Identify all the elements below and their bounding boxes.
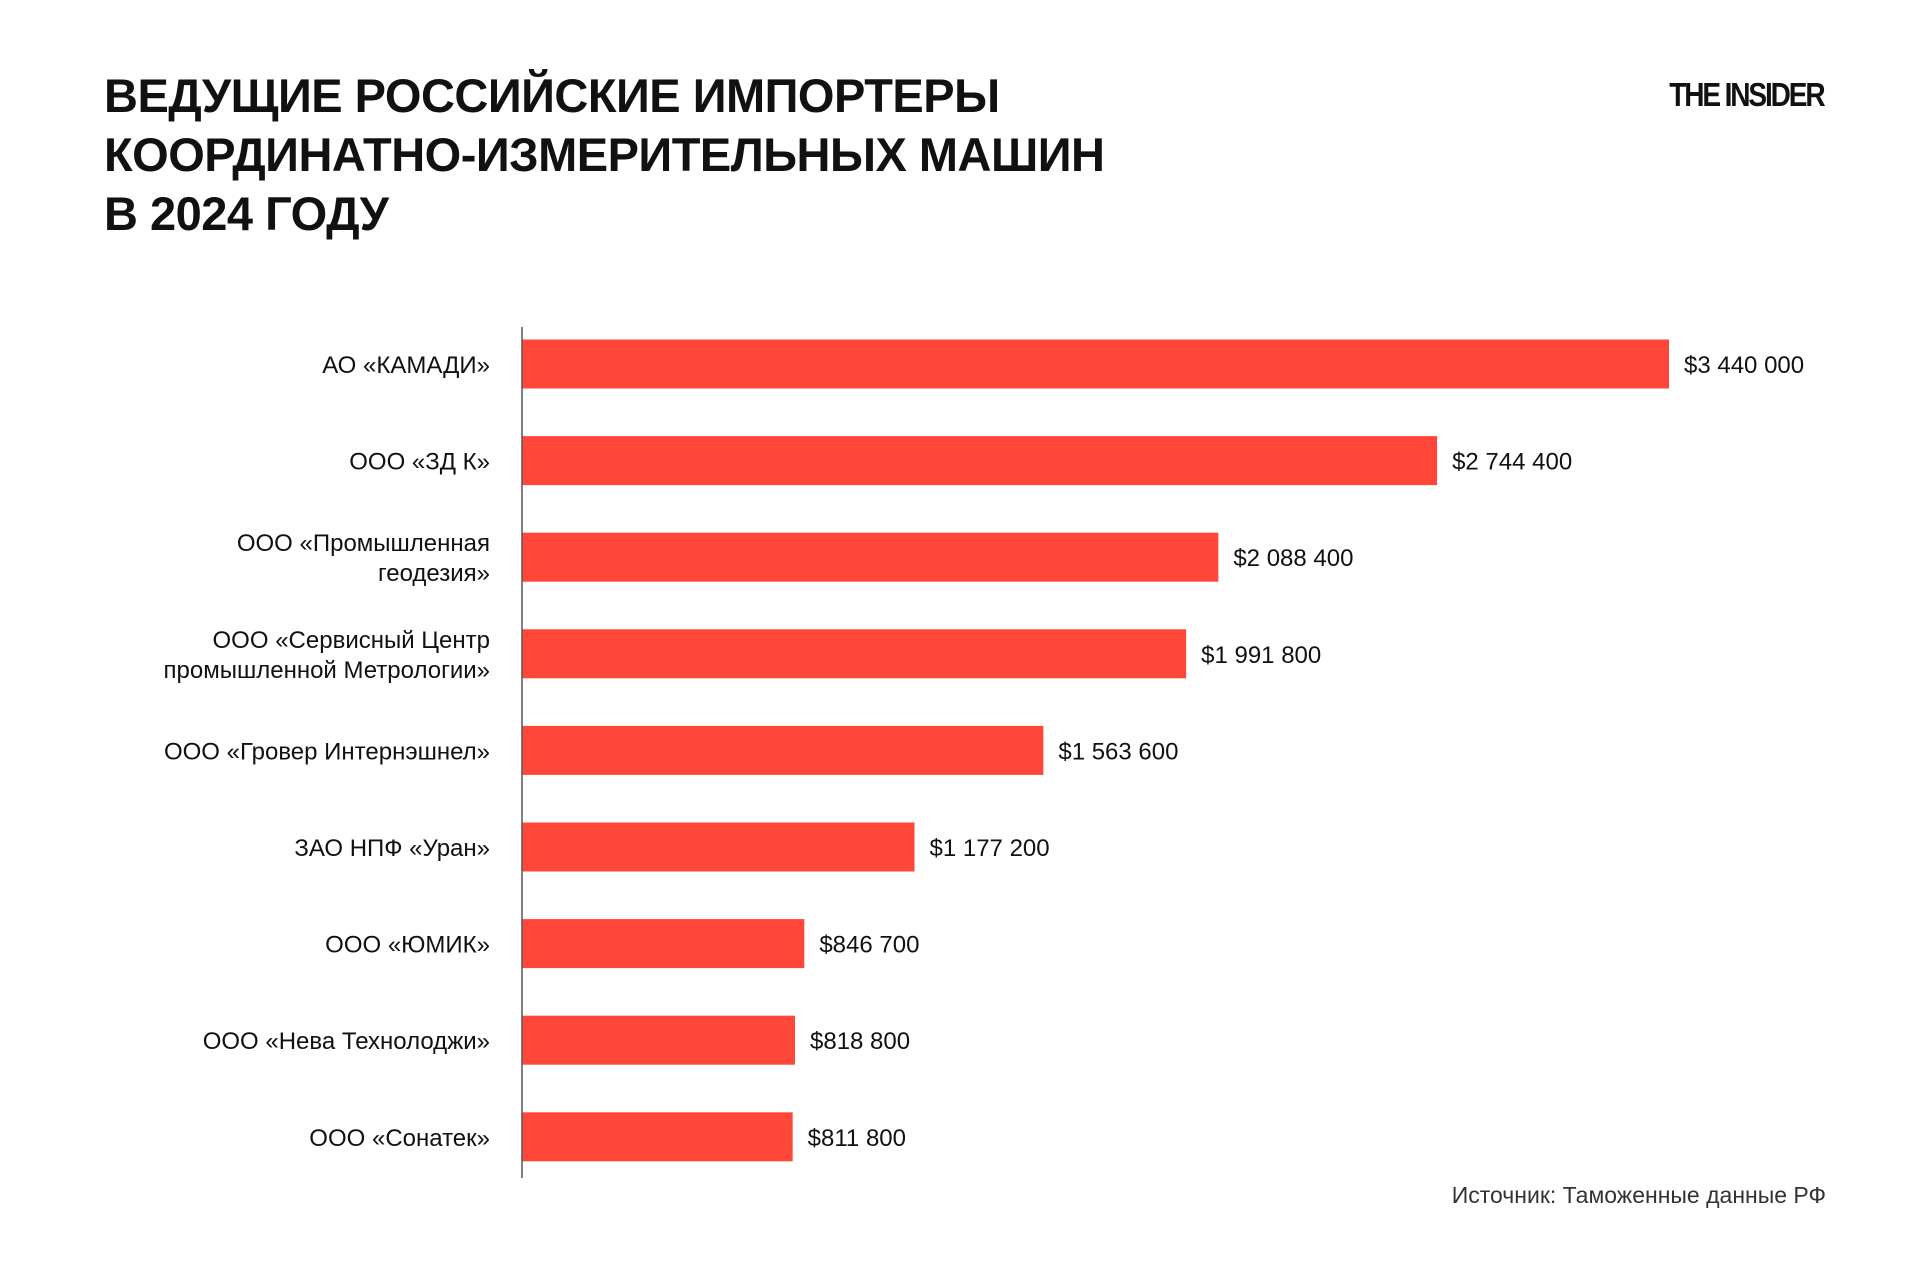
data-label: $846 700 <box>819 932 919 959</box>
category-label: ООО «Промышленная <box>237 530 490 557</box>
data-label: $2 088 400 <box>1233 545 1353 572</box>
category-label: промышленной Метрологии» <box>164 657 490 684</box>
title-line: КООРДИНАТНО-ИЗМЕРИТЕЛЬНЫХ МАШИН <box>104 128 1105 181</box>
data-label: $3 440 000 <box>1684 352 1804 379</box>
category-label: ООО «ЗД К» <box>349 449 490 476</box>
category-label: ООО «ЮМИК» <box>325 932 490 959</box>
data-label: $818 800 <box>810 1028 910 1055</box>
bar <box>522 919 805 969</box>
bar <box>522 629 1187 679</box>
category-label: ООО «Сонатек» <box>309 1125 490 1152</box>
category-label: ООО «Нева Технолоджи» <box>203 1028 490 1055</box>
chart-title: ВЕДУЩИЕ РОССИЙСКИЕ ИМПОРТЕРЫ КООРДИНАТНО… <box>104 66 1105 243</box>
data-label: $1 177 200 <box>930 835 1050 862</box>
category-label: ЗАО НПФ «Уран» <box>294 835 490 862</box>
title-line: ВЕДУЩИЕ РОССИЙСКИЕ ИМПОРТЕРЫ <box>104 69 1000 122</box>
bar <box>522 1112 793 1162</box>
data-label: $1 563 600 <box>1058 738 1178 765</box>
the-insider-logo: THE INSIDER <box>1669 76 1826 113</box>
bar <box>522 725 1044 775</box>
data-label: $2 744 400 <box>1452 449 1572 476</box>
data-label: $1 991 800 <box>1201 642 1321 669</box>
category-label: геодезия» <box>378 560 490 587</box>
category-label: ООО «Сервисный Центр <box>213 627 490 654</box>
source-note: Источник: Таможенные данные РФ <box>1451 1182 1826 1208</box>
bar <box>522 436 1438 486</box>
bar <box>522 822 915 872</box>
category-label: АО «КАМАДИ» <box>322 352 490 379</box>
bar <box>522 1015 796 1065</box>
category-label: ООО «Гровер Интернэшнел» <box>164 738 490 765</box>
bar <box>522 532 1219 582</box>
bar <box>522 339 1669 389</box>
data-label: $811 800 <box>808 1125 906 1152</box>
title-line: В 2024 ГОДУ <box>104 187 389 240</box>
